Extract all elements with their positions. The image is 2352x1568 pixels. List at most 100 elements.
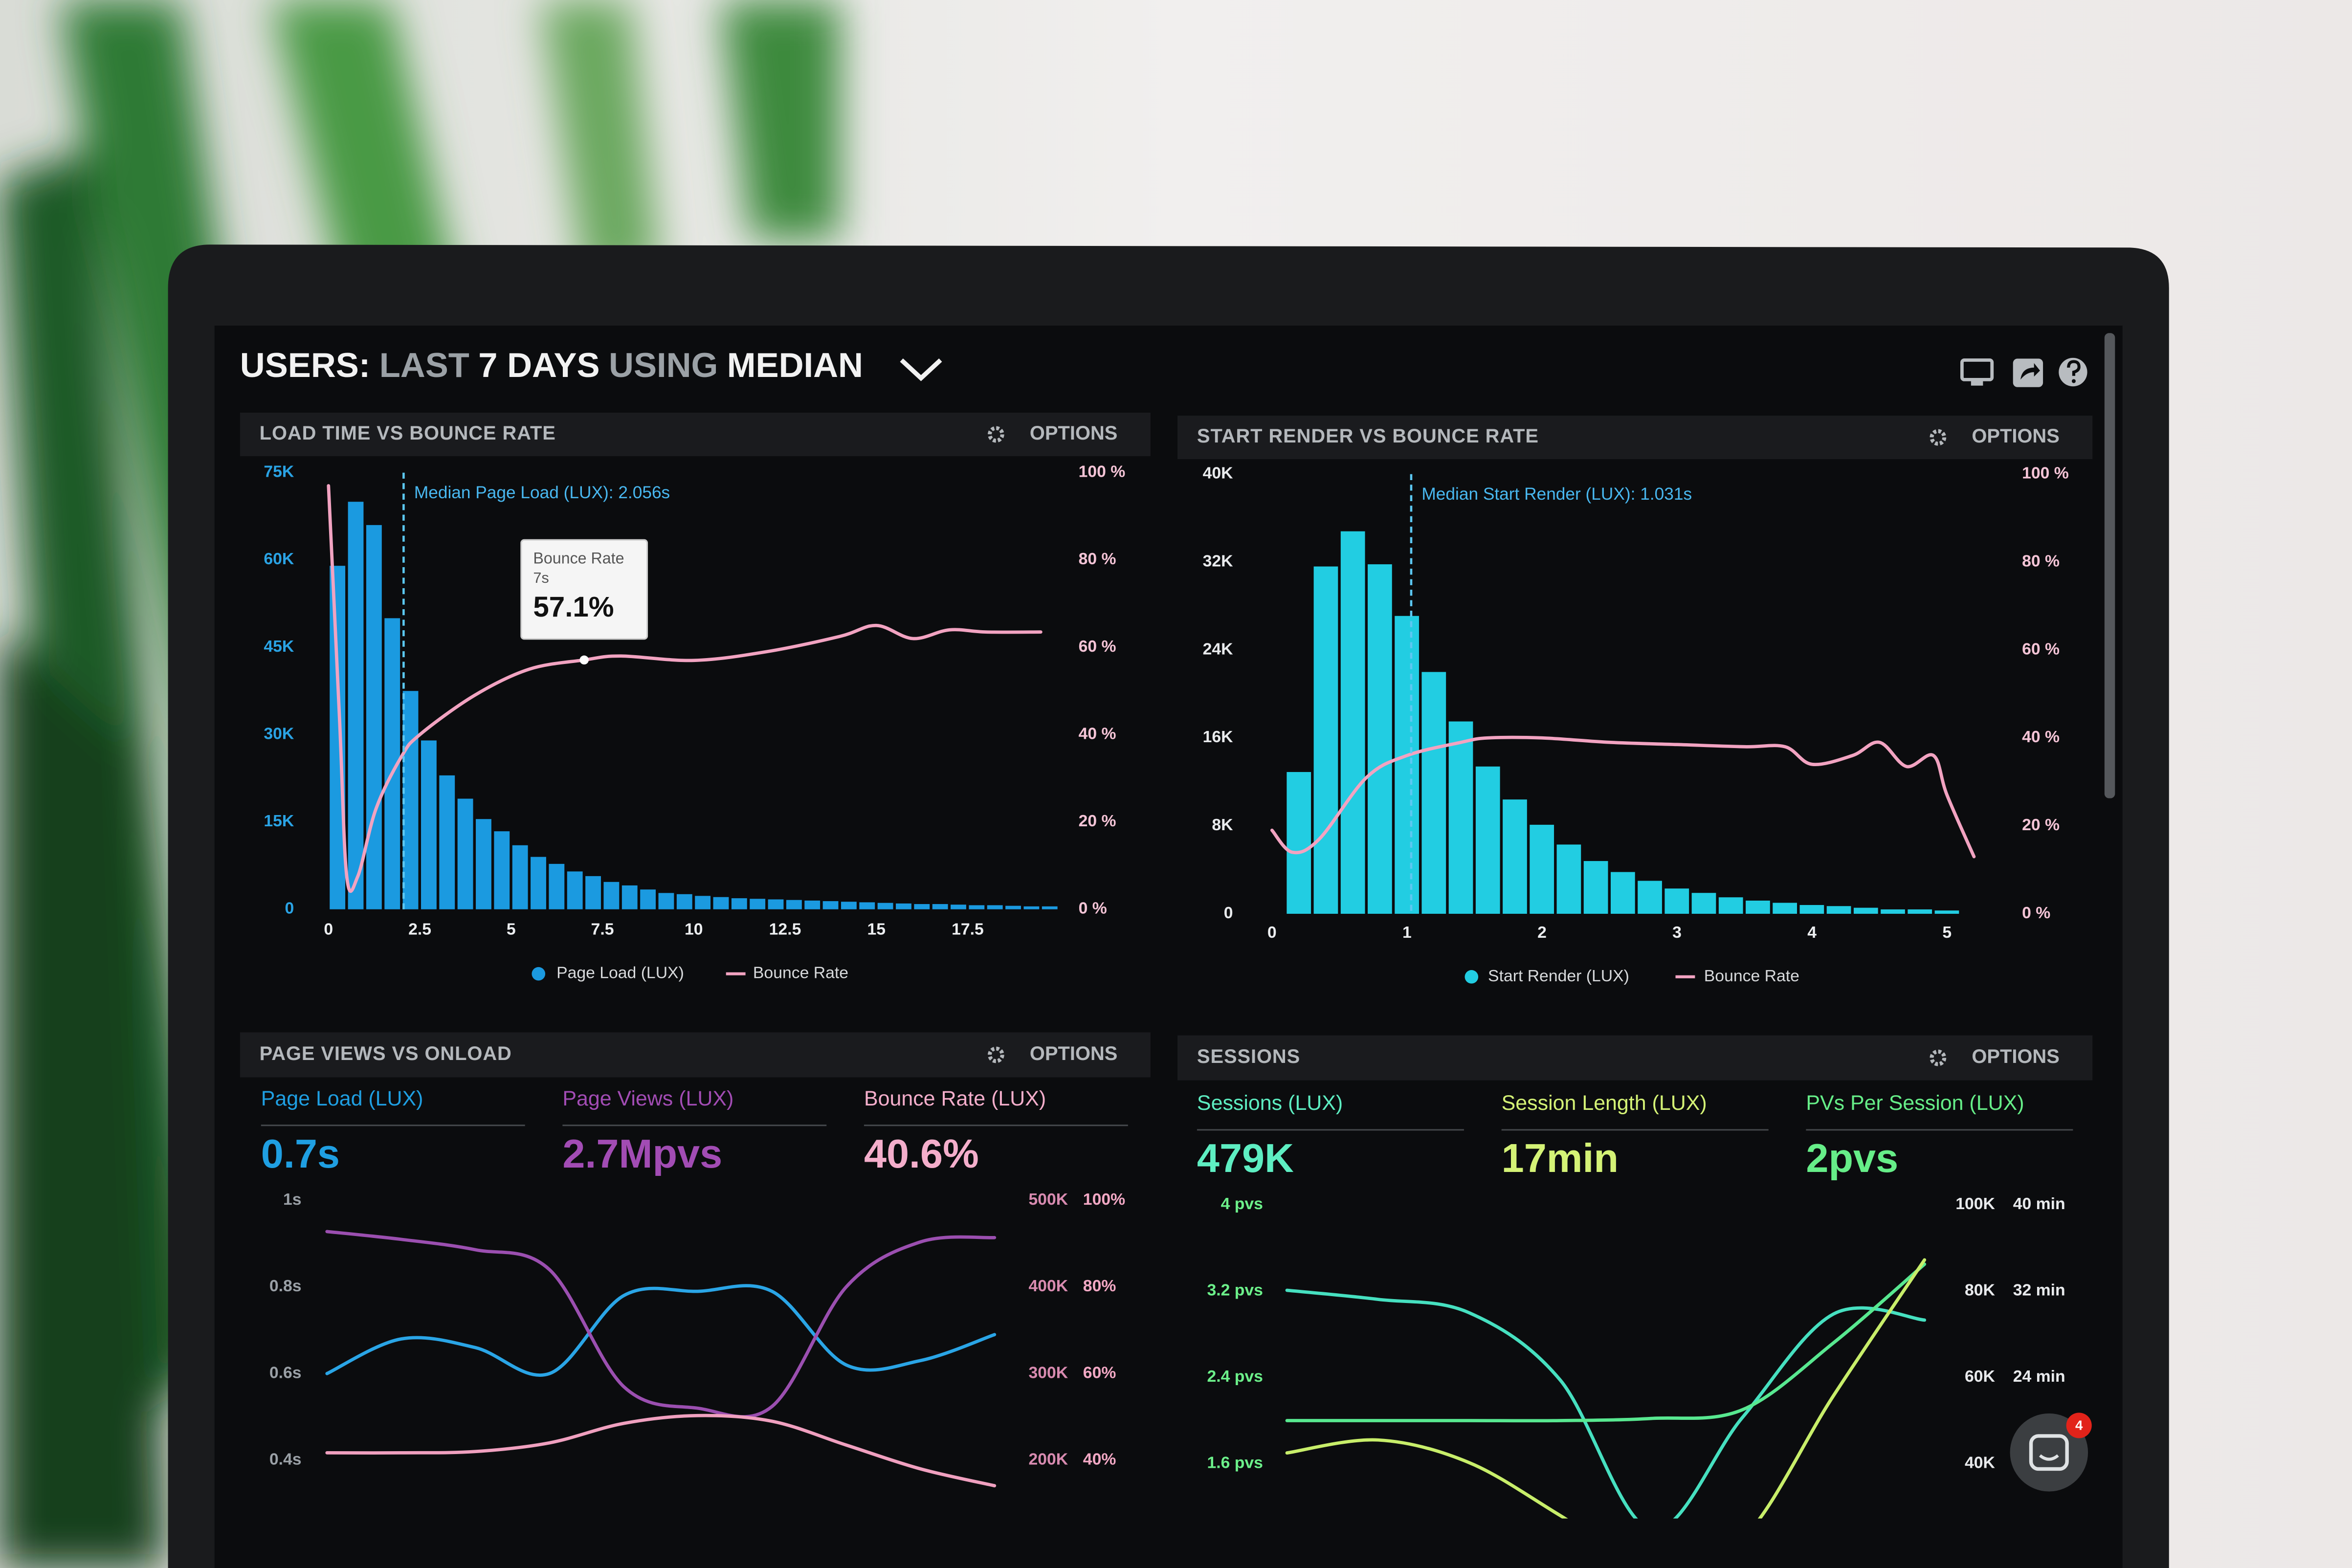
share-arrow: [2020, 363, 2040, 380]
plot-area: [327, 484, 1058, 909]
panel-title: LOAD TIME VS BOUNCE RATE: [260, 422, 556, 444]
bar: [1023, 906, 1040, 909]
series-line: [1285, 1258, 1927, 1519]
y-tick-label: 75K: [264, 463, 294, 481]
x-tick-label: 5: [1942, 923, 1952, 942]
title-chevron[interactable]: [900, 358, 942, 381]
options-button[interactable]: OPTIONS: [1972, 425, 2059, 447]
bar: [603, 882, 620, 909]
bar: [1340, 531, 1365, 914]
leaf: [720, 0, 840, 241]
options-button[interactable]: OPTIONS: [1030, 1043, 1117, 1064]
title-part: USING: [609, 346, 718, 384]
legend-label[interactable]: Bounce Rate: [1704, 967, 1799, 985]
x-tick-label: 0: [1267, 923, 1277, 942]
x-tick-label: 5: [507, 920, 516, 939]
bar: [786, 900, 802, 909]
gear-icon[interactable]: [988, 1046, 1004, 1063]
bar: [676, 894, 692, 909]
y-tick-label: 3.2 pvs: [1207, 1281, 1263, 1300]
series-line: [325, 1284, 997, 1377]
stat-value: 0.7s: [261, 1131, 340, 1176]
x-tick-label: 1: [1402, 923, 1412, 942]
y-tick-label: 60 %: [2022, 640, 2060, 658]
bar: [768, 899, 784, 909]
x-tick-label: 17.5: [952, 920, 984, 939]
bar: [494, 831, 510, 909]
bar: [439, 775, 455, 909]
stat-label: Sessions (LUX): [1197, 1091, 1343, 1115]
chat-button[interactable]: [2010, 1413, 2088, 1492]
leaf: [0, 630, 165, 1568]
bar: [402, 691, 419, 909]
y-tick-label: 4 pvs: [1221, 1194, 1263, 1213]
tooltip-title: Bounce Rate: [533, 550, 624, 567]
y-tick-label: 100 %: [2022, 464, 2069, 483]
bar: [1610, 872, 1635, 914]
y-tick-label: 2.4 pvs: [1207, 1367, 1263, 1386]
x-tick-label: 2.5: [408, 920, 431, 939]
y-tick-label: 0 %: [1079, 899, 1107, 918]
legend-swatch: [532, 967, 546, 981]
legend-label[interactable]: Page Load (LUX): [556, 964, 684, 982]
y-tick-label: 40K: [1965, 1454, 1996, 1472]
chat-badge-count: 4: [2075, 1417, 2083, 1433]
plot-area: [1270, 531, 1976, 914]
bar: [512, 845, 528, 909]
bar: [1826, 906, 1851, 914]
title-part: LAST: [379, 346, 469, 384]
plot-area: [325, 1230, 997, 1488]
tooltip-point: [579, 655, 589, 665]
panel-header: [240, 412, 1151, 456]
bar: [969, 905, 985, 909]
y-tick-label: 40 %: [1079, 724, 1116, 743]
bar: [914, 904, 930, 909]
series-line: [325, 1413, 997, 1488]
y-tick-label: 80K: [1965, 1281, 1996, 1300]
chat-smile: [2039, 1454, 2059, 1461]
gear-icon[interactable]: [1930, 1049, 1947, 1066]
bar: [1421, 672, 1446, 914]
stat-value: 479K: [1197, 1135, 1294, 1181]
chat-widget[interactable]: 4: [2010, 1413, 2092, 1492]
bar: [567, 871, 583, 909]
bar: [1287, 772, 1311, 914]
y-tick-label: 24K: [1203, 640, 1234, 658]
monitor-icon[interactable]: [1960, 358, 1994, 381]
legend-label[interactable]: Start Render (LUX): [1488, 967, 1629, 985]
bar: [1556, 844, 1581, 914]
stat-label: Session Length (LUX): [1502, 1091, 1707, 1115]
y-tick-label: 40K: [1203, 464, 1234, 483]
bar: [713, 897, 729, 909]
bar: [1448, 721, 1473, 914]
bar: [531, 857, 546, 909]
y-tick-label: 32 min: [2013, 1281, 2065, 1300]
stat-label: Page Views (LUX): [562, 1087, 733, 1110]
bar: [695, 896, 711, 909]
y-tick-label: 80%: [1083, 1277, 1116, 1295]
bar: [841, 902, 857, 909]
bar: [1005, 905, 1021, 909]
legend-label[interactable]: Bounce Rate: [753, 964, 848, 982]
x-tick-label: 2: [1537, 923, 1547, 942]
options-button[interactable]: OPTIONS: [1972, 1046, 2059, 1067]
options-button[interactable]: OPTIONS: [1030, 422, 1117, 444]
x-tick-label: 10: [685, 920, 703, 939]
chat-badge: [2066, 1413, 2092, 1438]
monitor-stand: [1971, 381, 1983, 386]
dashboard-title: USERS: LAST 7 DAYS USING MEDIAN: [240, 346, 863, 384]
bar: [1691, 893, 1716, 914]
scrollbar[interactable]: [2104, 333, 2115, 798]
panel-header: [240, 1032, 1151, 1078]
bar: [932, 904, 948, 909]
x-tick-label: 15: [867, 920, 886, 939]
bar: [1934, 910, 1959, 914]
bar: [330, 566, 346, 909]
bar: [859, 902, 875, 909]
x-tick-label: 0: [324, 920, 333, 939]
y-tick-label: 0.4s: [269, 1450, 302, 1468]
bar: [1746, 900, 1770, 914]
bar: [750, 899, 766, 909]
bar: [1368, 564, 1392, 914]
